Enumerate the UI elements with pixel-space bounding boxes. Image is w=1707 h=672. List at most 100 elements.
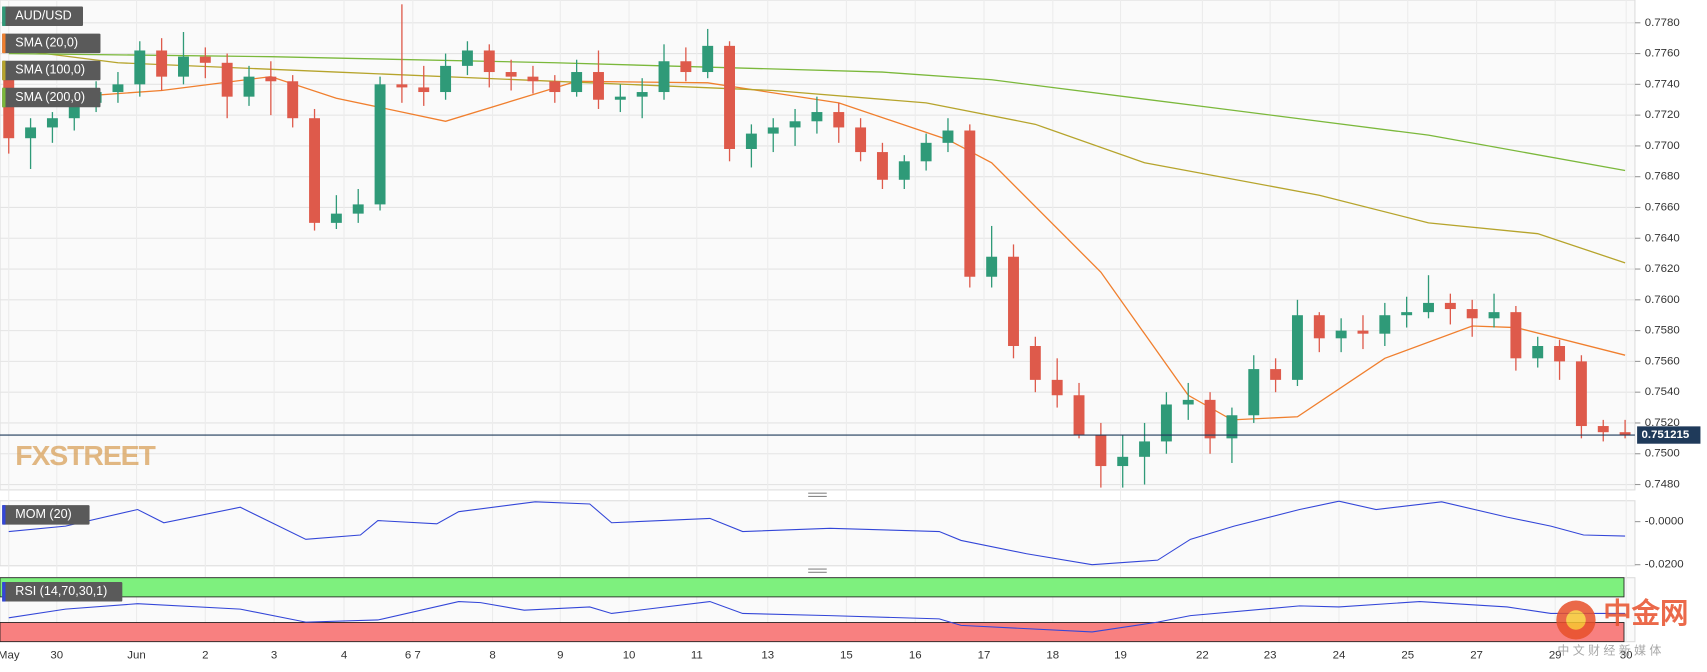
candle-body	[1313, 315, 1325, 339]
candle-body	[658, 61, 670, 93]
y-tick-label: 0.7540	[1645, 386, 1680, 398]
candle-body	[243, 76, 255, 97]
candle-body	[221, 62, 233, 97]
candle-body	[1291, 315, 1303, 380]
candle-body	[309, 118, 320, 223]
candle-body	[549, 81, 561, 93]
last-price-box	[1637, 426, 1701, 444]
x-tick-label: 18	[1046, 650, 1059, 662]
candle-body	[1008, 256, 1019, 346]
y-tick-label: 0.7640	[1645, 232, 1680, 244]
candle-body	[1270, 369, 1282, 380]
panel-handle	[808, 492, 827, 573]
candle-body	[1073, 395, 1085, 436]
x-tick-label: 3	[271, 650, 277, 662]
y-tick-label: 0.7600	[1645, 294, 1680, 306]
candle-body	[1554, 345, 1566, 362]
candle-body	[3, 76, 15, 139]
y-tick-label: 0.7740	[1645, 78, 1680, 90]
cn-slogan: 中 文 财 经 新 媒 体	[1557, 643, 1661, 658]
x-tick-label: 23	[1264, 650, 1277, 662]
x-tick-label: 19	[1114, 650, 1127, 662]
candle-body	[1488, 312, 1500, 319]
candle-body	[112, 84, 124, 93]
y-tick-label: -0.0000	[1645, 516, 1684, 528]
legend-box	[2, 33, 101, 54]
candle-body	[1335, 330, 1347, 339]
candle-body	[396, 84, 408, 88]
x-tick-label: 8	[489, 650, 495, 662]
candle-body	[1423, 302, 1434, 313]
candle-body	[440, 65, 452, 93]
y-tick-label: 0.7520	[1645, 417, 1680, 429]
y-tick-label: 0.7480	[1645, 479, 1680, 491]
candle-body	[1226, 415, 1238, 439]
x-tick-label: 27	[1470, 650, 1483, 662]
candle-body	[811, 112, 823, 122]
x-tick-label: 30	[50, 650, 63, 662]
candle-body	[68, 102, 80, 119]
candle-body	[789, 121, 801, 128]
candle-body	[833, 112, 845, 128]
last-price-label: 0.751215	[1641, 429, 1689, 441]
y-tick-label: 0.7560	[1645, 355, 1680, 367]
series-line	[8, 500, 1626, 566]
candle-body	[1029, 345, 1041, 380]
legend-swatch	[2, 33, 6, 54]
cn-brand: 中金网	[1603, 597, 1688, 629]
candle-body	[1160, 404, 1172, 442]
x-tick-label: 15	[840, 650, 853, 662]
y-tick-label: 0.7620	[1645, 263, 1680, 275]
legend-label: RSI (14,70,30,1)	[15, 584, 107, 598]
oversold-band	[0, 622, 1625, 643]
legend-box	[2, 87, 101, 108]
series-line	[8, 52, 1626, 172]
candle-body	[593, 72, 604, 100]
candle-body	[1139, 441, 1151, 457]
mom-panel	[0, 500, 1636, 567]
candle-body	[876, 152, 888, 180]
price-panel	[0, 0, 1636, 491]
legend-box	[2, 60, 101, 81]
candle-body	[178, 56, 189, 77]
candle-body	[636, 92, 648, 97]
x-tick-label: 10	[623, 650, 636, 662]
legend-box	[2, 582, 123, 602]
candle-body	[680, 61, 692, 73]
y-tick-label: 0.7680	[1645, 171, 1680, 183]
candle-body	[898, 161, 910, 180]
candle-body	[1597, 426, 1609, 433]
candle-body	[1379, 315, 1391, 334]
candle-body	[1248, 369, 1260, 416]
x-tick-label: 6 7	[405, 650, 421, 662]
y-tick-label: 0.7760	[1645, 48, 1680, 60]
x-tick-label: May	[0, 650, 20, 662]
legend-label: SMA (20,0)	[15, 36, 78, 50]
candle-body	[265, 76, 277, 82]
candle-body	[505, 72, 517, 77]
fxstreet-watermark: FXSTREET	[15, 439, 155, 471]
candle-body	[942, 130, 954, 143]
candle-body	[1466, 309, 1478, 319]
candle-body	[352, 204, 364, 214]
legend-swatch	[2, 505, 6, 525]
candle-body	[767, 127, 779, 134]
candle-body	[614, 96, 626, 100]
y-tick-label: 0.7720	[1645, 109, 1680, 121]
candle-body	[964, 130, 976, 277]
candle-body	[1444, 302, 1456, 310]
legend-label: SMA (200,0)	[15, 90, 85, 104]
legend-swatch	[2, 60, 6, 81]
legend-box	[2, 6, 84, 27]
x-tick-label: 29	[1549, 650, 1562, 662]
x-tick-label: 16	[909, 650, 922, 662]
legend-swatch	[2, 582, 6, 602]
candle-body	[920, 142, 932, 162]
candle-body	[330, 213, 342, 223]
candle-body	[418, 87, 430, 93]
candle-body	[1532, 345, 1544, 359]
candle-body	[527, 76, 539, 82]
legend-box	[2, 505, 90, 525]
candle-body	[1401, 312, 1413, 316]
cn-watermark: 中金网 中 文 财 经 新 媒 体	[1556, 597, 1688, 658]
